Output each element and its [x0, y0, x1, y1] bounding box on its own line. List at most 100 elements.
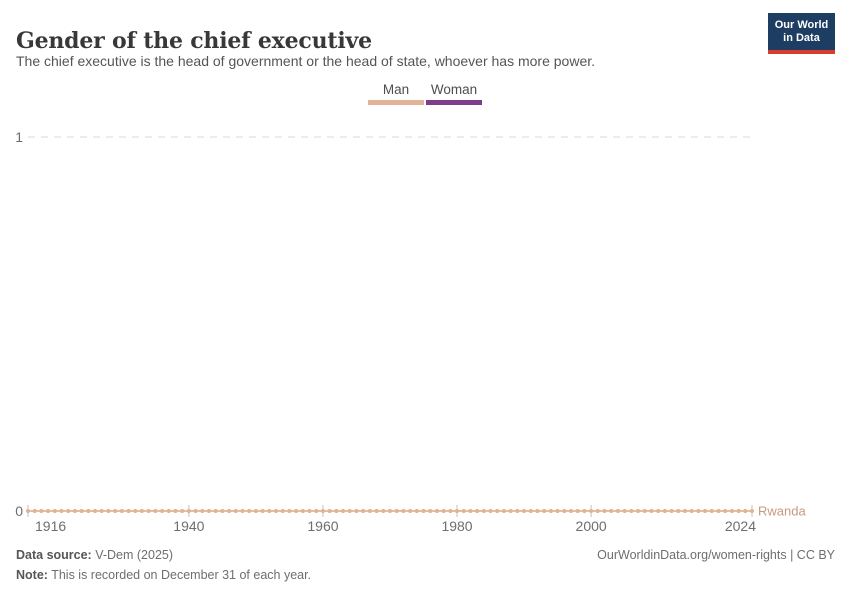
data-point — [468, 508, 473, 514]
data-point — [92, 508, 98, 514]
data-point — [542, 508, 547, 514]
data-point — [39, 508, 44, 514]
data-point — [347, 508, 352, 514]
data-point — [139, 508, 145, 514]
data-point — [367, 508, 372, 514]
data-point — [193, 508, 198, 514]
legend-item-woman[interactable]: Woman — [426, 82, 482, 105]
data-point — [387, 508, 393, 514]
data-point — [267, 508, 272, 514]
data-point — [495, 508, 500, 514]
data-point — [562, 508, 567, 514]
data-point — [454, 508, 460, 514]
data-point — [515, 508, 520, 514]
data-point — [642, 508, 647, 514]
data-point — [213, 508, 218, 514]
y-axis-label: 0 — [15, 503, 23, 519]
legend: Man Woman — [0, 82, 850, 105]
data-point — [635, 508, 641, 514]
data-point — [716, 508, 721, 514]
data-point — [528, 508, 533, 514]
data-point — [200, 508, 205, 514]
data-point — [702, 508, 708, 514]
data-point — [287, 508, 292, 514]
data-point — [508, 508, 513, 514]
data-point — [233, 508, 238, 514]
data-point — [59, 508, 64, 514]
data-point — [79, 508, 84, 514]
data-point — [488, 508, 493, 514]
data-point — [327, 508, 332, 514]
data-point — [401, 508, 406, 514]
legend-label: Woman — [430, 82, 478, 97]
data-point — [434, 508, 440, 514]
data-point — [186, 508, 191, 514]
data-source-value: V-Dem (2025) — [91, 548, 174, 562]
data-point — [723, 508, 728, 514]
data-point — [696, 508, 701, 514]
x-axis-label: 1940 — [173, 518, 204, 534]
data-point — [582, 508, 587, 514]
data-point — [153, 508, 158, 514]
data-point — [575, 508, 580, 514]
x-axis-label: 2024 — [725, 518, 756, 534]
data-point — [448, 508, 453, 514]
data-point — [320, 508, 326, 514]
data-point — [206, 508, 212, 514]
data-point — [615, 508, 621, 514]
data-point — [46, 508, 51, 514]
data-point — [66, 508, 71, 514]
data-point — [381, 508, 386, 514]
data-point — [414, 508, 419, 514]
legend-item-man[interactable]: Man — [368, 82, 424, 105]
data-point — [260, 508, 265, 514]
note-line: Note: This is recorded on December 31 of… — [16, 568, 311, 582]
data-point — [32, 508, 37, 514]
data-point — [481, 508, 486, 514]
legend-color-bar — [426, 100, 482, 105]
data-point — [521, 508, 527, 514]
data-point — [662, 508, 667, 514]
data-point — [72, 508, 78, 514]
data-point — [300, 508, 305, 514]
data-point — [25, 508, 31, 514]
chart-subtitle: The chief executive is the head of gover… — [16, 53, 596, 69]
data-point — [220, 508, 225, 514]
data-point — [173, 508, 178, 514]
data-point — [548, 508, 553, 514]
data-point — [595, 508, 600, 514]
data-point — [743, 508, 748, 514]
data-point — [501, 508, 507, 514]
data-point — [113, 508, 118, 514]
entity-label[interactable]: Rwanda — [758, 504, 806, 519]
data-point — [133, 508, 138, 514]
data-point — [669, 508, 674, 514]
x-axis-label: 1916 — [35, 518, 66, 534]
data-point — [314, 508, 319, 514]
data-point — [589, 508, 594, 514]
data-point — [247, 508, 252, 514]
data-point — [408, 508, 413, 514]
y-axis-label: 1 — [15, 129, 23, 145]
data-point — [126, 508, 131, 514]
data-point — [656, 508, 661, 514]
note-label: Note: — [16, 568, 48, 582]
data-source-label: Data source: — [16, 548, 92, 562]
data-point — [180, 508, 185, 514]
credit-link[interactable]: OurWorldinData.org/women-rights | CC BY — [597, 548, 835, 562]
data-point — [682, 508, 688, 514]
owid-logo-text-line2: in Data — [783, 32, 820, 44]
data-point — [609, 508, 614, 514]
data-point — [461, 508, 466, 514]
data-point — [428, 508, 433, 514]
data-point — [280, 508, 285, 514]
data-point — [622, 508, 627, 514]
data-point — [602, 508, 607, 514]
data-point — [273, 508, 279, 514]
data-source-line: Data source: V-Dem (2025) — [16, 548, 173, 562]
owid-logo[interactable]: Our World in Data — [768, 13, 835, 54]
x-axis-label: 1980 — [441, 518, 472, 534]
data-point — [729, 508, 734, 514]
data-point — [253, 508, 259, 514]
data-point — [334, 508, 339, 514]
